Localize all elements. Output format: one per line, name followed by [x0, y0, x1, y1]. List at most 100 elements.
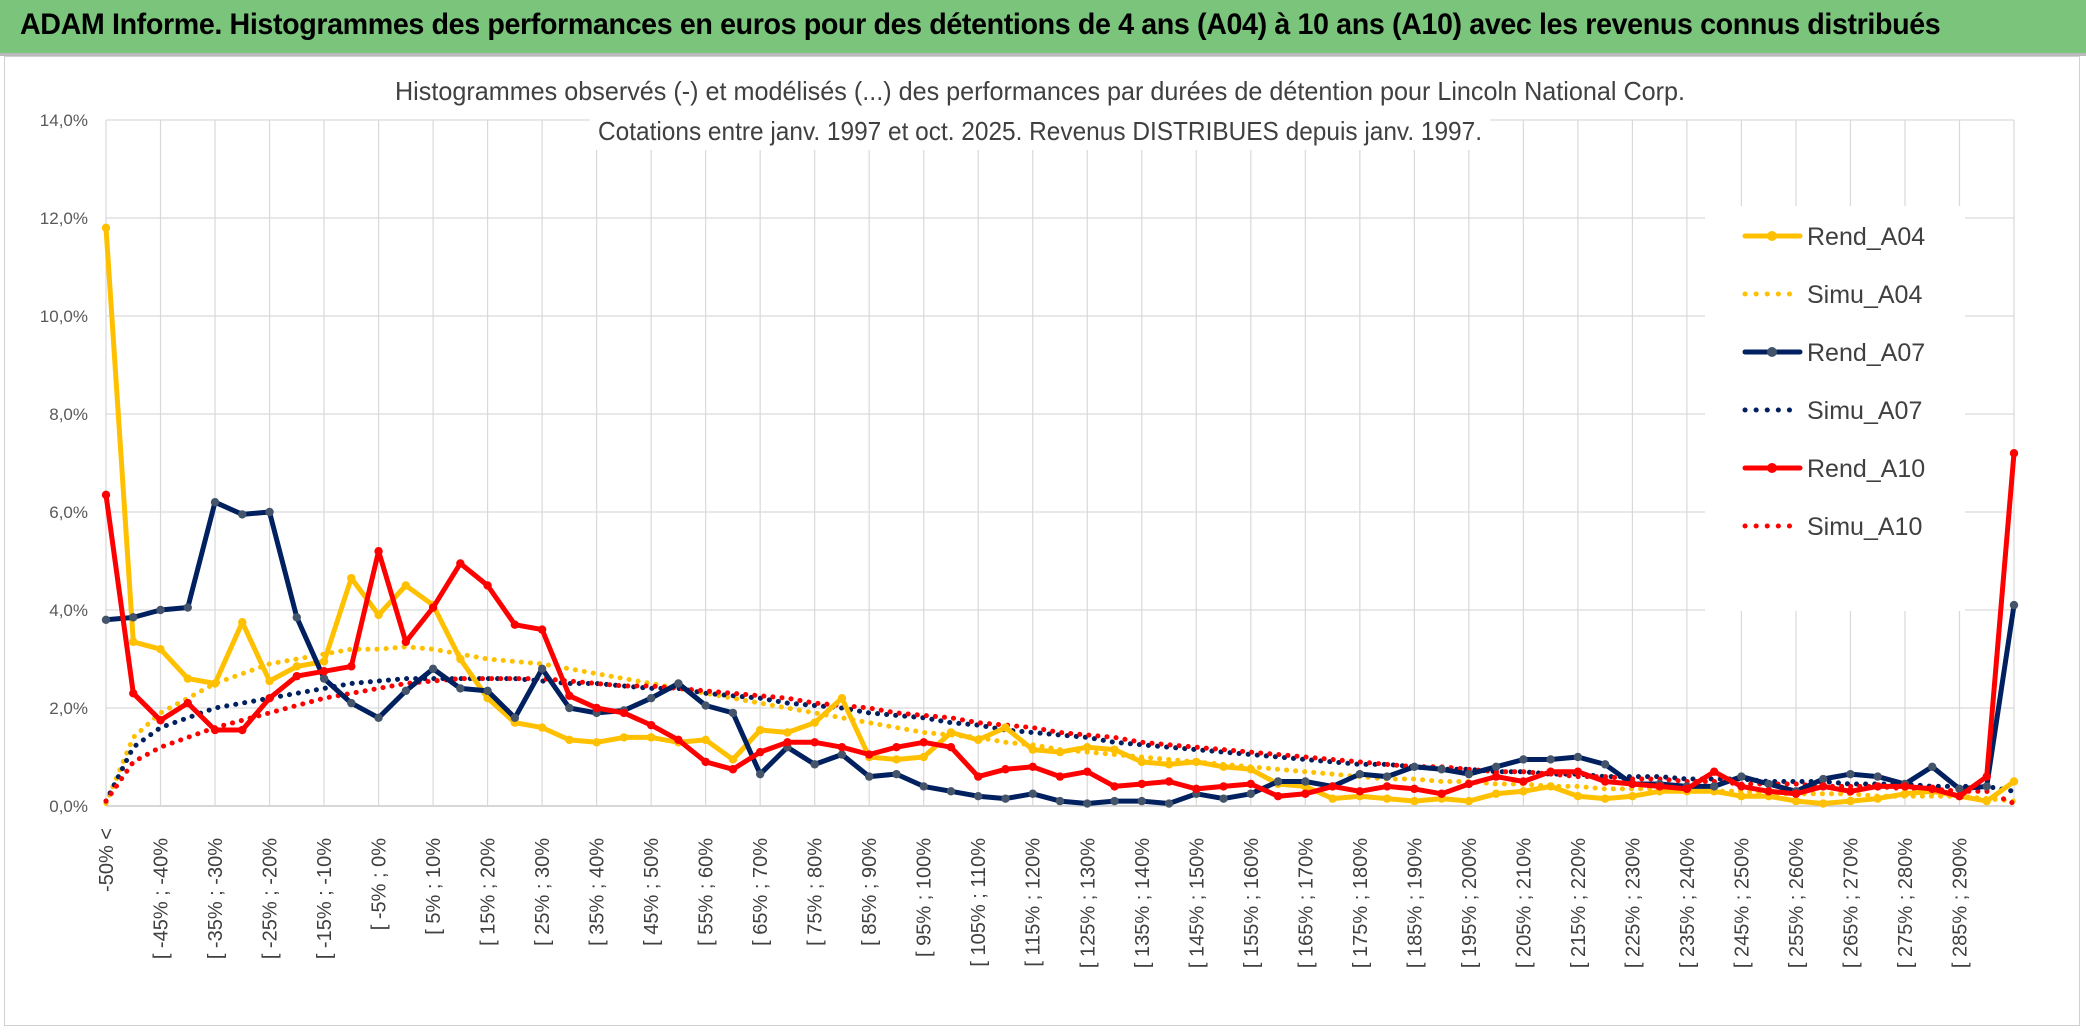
data-point-rend-a04	[1055, 747, 1065, 757]
data-point-rend-a04	[1600, 794, 1610, 803]
x-tick-label: [ -25% ; -20%	[260, 838, 282, 959]
data-point-rend-a10	[1355, 787, 1365, 796]
x-tick-label: [ 35% ; 40%	[587, 838, 609, 946]
data-point-rend-a07	[1410, 762, 1419, 771]
data-point-rend-a04	[1819, 799, 1828, 808]
data-point-rend-a04	[1737, 792, 1746, 801]
data-point-rend-a07	[456, 684, 465, 693]
legend-marker	[1767, 463, 1777, 473]
data-point-rend-a07	[1301, 777, 1310, 786]
data-point-rend-a10	[1137, 779, 1146, 789]
data-point-rend-a04	[156, 645, 165, 654]
chart-title: Histogrammes observés (-) et modélisés (…	[395, 76, 1685, 106]
y-tick-label: 4,0%	[49, 601, 88, 620]
data-point-rend-a10	[783, 738, 792, 747]
data-point-rend-a07	[1273, 777, 1283, 786]
data-point-rend-a10	[837, 743, 847, 752]
data-point-rend-a07	[1355, 769, 1365, 779]
data-point-rend-a10	[483, 581, 492, 590]
data-point-rend-a04	[565, 735, 574, 745]
data-point-rend-a07	[1600, 760, 1610, 769]
data-point-rend-a07	[428, 664, 438, 673]
data-point-rend-a10	[565, 691, 574, 700]
data-point-rend-a10	[592, 703, 601, 713]
legend-marker	[1767, 347, 1777, 357]
y-tick-label: 10,0%	[40, 307, 88, 326]
data-point-rend-a07	[510, 713, 520, 722]
data-point-rend-a04	[1028, 745, 1037, 754]
data-point-rend-a04	[974, 735, 983, 745]
data-point-rend-a10	[1600, 777, 1610, 786]
data-point-rend-a04	[619, 733, 629, 742]
chart-legend: Rend_A04 Simu_A04 Rend_A07 Simu_A07 Rend_A10…	[1705, 206, 1965, 611]
x-tick-label: [ 5% ; 10%	[423, 838, 445, 935]
data-point-rend-a10	[1110, 782, 1119, 791]
data-point-rend-a10	[1982, 772, 1991, 781]
data-point-rend-a07	[1110, 796, 1119, 806]
data-point-rend-a10	[1382, 782, 1392, 791]
data-point-rend-a07	[1437, 765, 1446, 774]
data-point-rend-a10	[1273, 792, 1283, 801]
data-point-rend-a04	[701, 735, 710, 745]
y-tick-label: 6,0%	[49, 503, 88, 522]
data-point-rend-a07	[1246, 789, 1256, 798]
data-point-rend-a04	[401, 581, 411, 590]
data-point-rend-a10	[1928, 784, 1937, 794]
x-tick-label: [ 25% ; 30%	[532, 838, 554, 946]
data-point-rend-a07	[865, 772, 874, 781]
data-point-rend-a04	[1164, 760, 1174, 769]
data-point-rend-a10	[374, 547, 383, 556]
data-point-rend-a07	[755, 769, 765, 779]
data-point-rend-a10	[1083, 767, 1092, 776]
data-point-rend-a07	[537, 664, 547, 673]
data-point-rend-a04	[783, 728, 792, 737]
data-point-rend-a04	[1900, 789, 1910, 798]
data-point-rend-a10	[156, 716, 165, 725]
x-tick-label: [ 95% ; 100%	[914, 838, 936, 957]
data-point-rend-a10	[1219, 782, 1228, 791]
data-point-rend-a07	[210, 498, 220, 507]
data-point-rend-a10	[1955, 792, 1964, 801]
data-point-rend-a04	[810, 718, 819, 727]
x-tick-label: [ 175% ; 180%	[1350, 838, 1372, 968]
data-point-rend-a04	[1246, 765, 1256, 774]
y-tick-label: 0,0%	[49, 797, 88, 816]
x-axis-ticks: -50% < [ -45% ; -40% [ -35% ; -30% [ -25% ;…	[96, 828, 1971, 968]
report-banner: ADAM Informe. Histogrammes des performan…	[0, 0, 2086, 56]
data-point-rend-a07	[1164, 799, 1174, 808]
data-point-rend-a10	[701, 757, 710, 767]
data-point-rend-a10	[129, 689, 138, 698]
x-tick-label: -50% <	[96, 828, 118, 892]
data-point-rend-a04	[1546, 782, 1555, 791]
chart-series	[101, 223, 2019, 808]
data-point-rend-a04	[592, 738, 601, 747]
data-point-rend-a07	[1764, 779, 1773, 789]
data-point-rend-a04	[1192, 757, 1201, 767]
data-point-rend-a10	[292, 671, 301, 681]
x-tick-label: [ 165% ; 170%	[1295, 838, 1317, 968]
data-point-rend-a10	[1709, 767, 1719, 776]
data-point-rend-a04	[210, 679, 220, 688]
data-point-rend-a04	[1328, 794, 1337, 803]
data-point-rend-a07	[919, 782, 928, 791]
y-tick-label: 8,0%	[49, 405, 88, 424]
data-point-rend-a07	[183, 603, 192, 612]
data-point-rend-a10	[1410, 784, 1419, 794]
data-point-rend-a07	[1546, 755, 1555, 764]
data-point-rend-a07	[674, 679, 683, 688]
data-point-rend-a07	[1028, 789, 1037, 798]
data-point-rend-a10	[1055, 772, 1065, 781]
x-tick-label: [ 75% ; 80%	[805, 838, 827, 946]
data-point-rend-a07	[1137, 796, 1146, 806]
legend-label: Simu_A10	[1807, 513, 1922, 541]
x-tick-label: [ 225% ; 230%	[1622, 838, 1644, 968]
data-point-rend-a10	[865, 750, 874, 759]
data-point-rend-a10	[1001, 765, 1010, 774]
data-point-rend-a07	[129, 613, 138, 622]
data-point-rend-a07	[946, 787, 956, 796]
data-point-rend-a10	[1028, 762, 1037, 771]
data-point-rend-a10	[537, 625, 547, 634]
data-point-rend-a04	[892, 755, 901, 764]
data-point-rend-a07	[1519, 755, 1528, 764]
data-point-rend-a04	[292, 662, 301, 671]
